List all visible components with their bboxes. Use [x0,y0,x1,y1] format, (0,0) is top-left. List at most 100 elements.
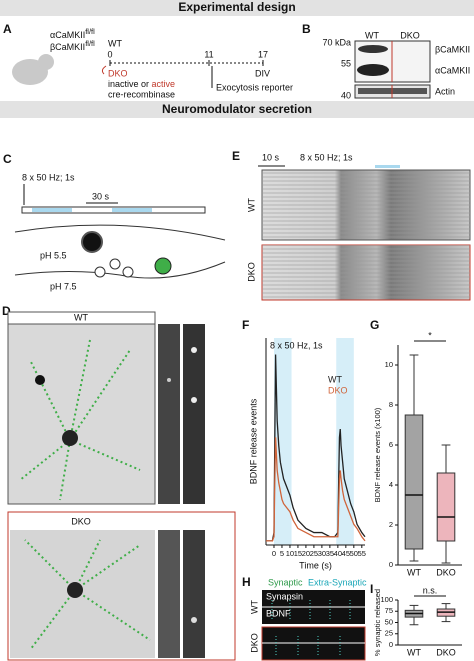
band-label: βCaMKII [435,44,470,54]
lane-label: DKO [400,30,420,40]
puncta [191,397,197,403]
neurite [14,224,226,279]
x-tick-label: WT [407,647,421,657]
panel-label: C [3,152,12,166]
timeline-label: 17 [258,49,268,59]
zoom-strip [183,530,205,658]
x-tick-label: WT [407,567,421,577]
arrow [101,65,107,75]
band-label: αCaMKII [435,65,470,75]
soma [62,430,78,446]
header: Experimental design [178,0,295,14]
x-label: Time (s) [299,560,332,570]
y-tick-label: 25 [385,629,393,638]
panel-label: B [302,22,311,36]
x-tick-label: 55 [358,549,366,558]
panel-label: I [370,582,373,596]
scale-label: 10 s [262,152,280,162]
reporter: Exocytosis reporter [216,82,293,92]
y-tick-label: 50 [385,617,393,626]
y-tick-label: 6 [389,440,393,449]
row-label: DKO [249,633,259,653]
timeline-label: 0 [107,49,112,59]
marker: 40 [341,90,351,100]
y-label: BDNF release events [248,398,258,484]
row-label: WT [249,600,259,614]
x-tick-label: 35 [326,549,334,558]
stain: Synapsin [266,591,303,601]
marker: 70 kDa [322,37,351,47]
legend: Synaptic [268,577,303,587]
y-tick-label: 2 [389,520,393,529]
header: Neuromodulator secretion [162,102,312,116]
gene: βCaMKIIfl/fl [50,39,95,52]
timeline-label: 11 [204,49,213,59]
band [358,45,388,53]
stimulus-window [336,338,354,545]
scale-label: 30 s [92,191,110,201]
legend: Extra-Synaptic [308,577,367,587]
vesicle [81,231,103,253]
puncta [167,378,171,382]
row-label: WT [246,198,256,212]
row-label: DKO [246,262,256,282]
gene: αCaMKIIfl/fl [50,27,95,40]
row-frame [7,511,236,661]
stimulus: 8 x 50 Hz; 1s [300,152,353,162]
x-tick-label: 0 [272,549,276,558]
band-label: Actin [435,86,455,96]
x-tick-label: 5 [280,549,284,558]
puncta-line [271,600,351,656]
legend-entry: DKO [328,385,348,395]
stimulus-train [32,208,72,212]
zoom-strip [158,324,180,504]
puncta [191,617,197,623]
y-tick-label: 75 [385,606,393,615]
vesicle [109,258,121,270]
x-tick-label: 10 [286,549,294,558]
vesicle [94,266,106,278]
y-tick-label: 100 [380,595,393,604]
y-tick-label: 8 [389,400,393,409]
x-tick-label: DKO [436,647,456,657]
panel-label: D [2,304,11,318]
y-tick-label: 4 [389,480,393,489]
enzyme: cre-recombinase [108,89,175,99]
header-bar [0,0,474,16]
header-bar [0,101,474,118]
mouse-icon [38,54,54,70]
soma [35,375,45,385]
x-tick-label: 25 [310,549,318,558]
y-label: BDNF release events (x100) [373,407,382,502]
stain: BDNF [266,608,291,618]
panel-label: E [232,149,240,163]
panel-label: A [3,22,12,36]
series-line [266,354,366,542]
micrograph [10,530,155,658]
soma [67,582,83,598]
micrograph [7,323,156,505]
x-tick-label: 50 [350,549,358,558]
panel-label: H [242,575,251,589]
x-tick-label: 20 [302,549,310,558]
annotation: 8 x 50 Hz, 1s [270,340,323,350]
treatment: inactive or active [108,79,175,89]
series-line [266,437,366,542]
band [357,64,389,76]
stimulus: 8 x 50 Hz; 1s [22,172,75,182]
legend-entry: WT [328,374,342,384]
ph-label: pH 5.5 [40,250,67,260]
lane-label: WT [365,30,379,40]
stimulus-train [375,165,400,168]
y-tick-label: 0 [389,560,393,569]
zoom-strip [183,324,205,504]
panel-label: G [370,318,379,332]
panel-label: F [242,318,249,332]
stimulus-train [112,208,152,212]
group: DKO [108,68,128,78]
neurite [24,539,151,651]
x-tick-label: 15 [294,549,302,558]
y-tick-label: 0 [389,640,393,649]
stimulus-window [273,338,292,545]
